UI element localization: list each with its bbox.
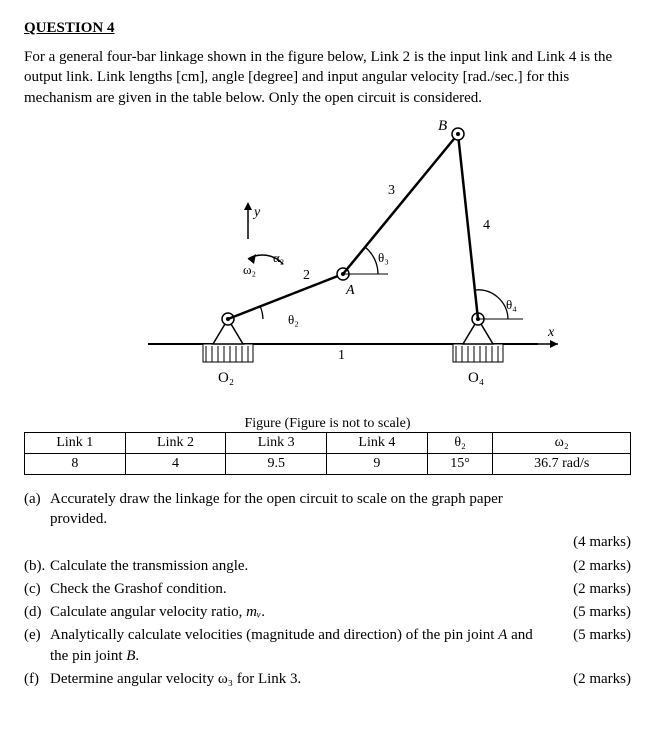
q-label: (c) (24, 579, 50, 599)
label-a: A (345, 283, 355, 298)
label-theta3: θ₃ (378, 250, 389, 265)
td-link3: 9.5 (226, 453, 327, 474)
label-x: x (547, 325, 555, 340)
linkage-diagram: x O₂ O₄ A 2 3 4 (88, 114, 568, 414)
link-3 (343, 134, 458, 274)
label-4: 4 (483, 218, 490, 233)
th-link2: Link 2 (125, 432, 226, 453)
label-theta2: θ₂ (288, 312, 299, 327)
label-o2: O₂ (218, 370, 234, 386)
q-marks: (4 marks) (551, 532, 631, 552)
label-theta4: θ₄ (506, 297, 517, 312)
q-body: Calculate angular velocity ratio, mᵥ. (50, 602, 551, 622)
label-2: 2 (303, 268, 310, 283)
td-link4: 9 (327, 453, 428, 474)
q-label: (a) (24, 489, 50, 530)
td-link2: 4 (125, 453, 226, 474)
q-marks: (2 marks) (551, 556, 631, 576)
q-marks: (2 marks) (551, 579, 631, 599)
td-omega2: 36.7 rad/s (493, 453, 631, 474)
q-marks: (5 marks) (551, 625, 631, 666)
figure-container: x O₂ O₄ A 2 3 4 (24, 114, 631, 414)
pivot-o4 (453, 313, 503, 362)
q-marks: (2 marks) (551, 669, 631, 689)
label-y: y (252, 205, 261, 220)
theta3-arc (365, 247, 378, 274)
td-link1: 8 (25, 453, 126, 474)
question-e: (e) Analytically calculate velocities (m… (24, 625, 631, 666)
data-table: Link 1 Link 2 Link 3 Link 4 θ₂ ω₂ 8 4 9.… (24, 432, 631, 475)
question-d: (d) Calculate angular velocity ratio, mᵥ… (24, 602, 631, 622)
link-4 (458, 134, 478, 319)
q-body: Accurately draw the linkage for the open… (50, 489, 551, 530)
theta2-arc (260, 306, 263, 319)
question-a-marks-row: (4 marks) (24, 532, 631, 552)
label-o4: O₄ (468, 370, 484, 386)
q-marks: (5 marks) (551, 602, 631, 622)
q-body: Determine angular velocity ω₃ for Link 3… (50, 669, 551, 689)
label-b: B (438, 118, 447, 134)
question-list: (a) Accurately draw the linkage for the … (24, 489, 631, 689)
intro-text: For a general four-bar linkage shown in … (24, 47, 631, 108)
table-data-row: 8 4 9.5 9 15° 36.7 rad/s (25, 453, 631, 474)
q-marks (551, 489, 631, 530)
q-body: Analytically calculate velocities (magni… (50, 625, 551, 666)
question-heading: QUESTION 4 (24, 20, 631, 37)
td-theta2: 15° (427, 453, 493, 474)
th-omega2: ω₂ (493, 432, 631, 453)
label-1: 1 (338, 348, 345, 363)
q-label: (b). (24, 556, 50, 576)
question-f: (f) Determine angular velocity ω₃ for Li… (24, 669, 631, 689)
q-label: (e) (24, 625, 50, 666)
pivot-o2 (203, 313, 253, 362)
q-label: (d) (24, 602, 50, 622)
q-body: Calculate the transmission angle. (50, 556, 551, 576)
th-link4: Link 4 (327, 432, 428, 453)
q-label: (f) (24, 669, 50, 689)
figure-caption: Figure (Figure is not to scale) (24, 416, 631, 432)
link-2 (228, 274, 343, 319)
table-header-row: Link 1 Link 2 Link 3 Link 4 θ₂ ω₂ (25, 432, 631, 453)
label-3: 3 (388, 183, 395, 198)
question-b: (b). Calculate the transmission angle. (… (24, 556, 631, 576)
label-omega2: ω₂ (243, 262, 256, 277)
th-link1: Link 1 (25, 432, 126, 453)
th-theta2: θ₂ (427, 432, 493, 453)
label-alpha2: α₂ (273, 250, 284, 265)
question-c: (c) Check the Grashof condition. (2 mark… (24, 579, 631, 599)
th-link3: Link 3 (226, 432, 327, 453)
question-a: (a) Accurately draw the linkage for the … (24, 489, 631, 530)
q-body: Check the Grashof condition. (50, 579, 551, 599)
